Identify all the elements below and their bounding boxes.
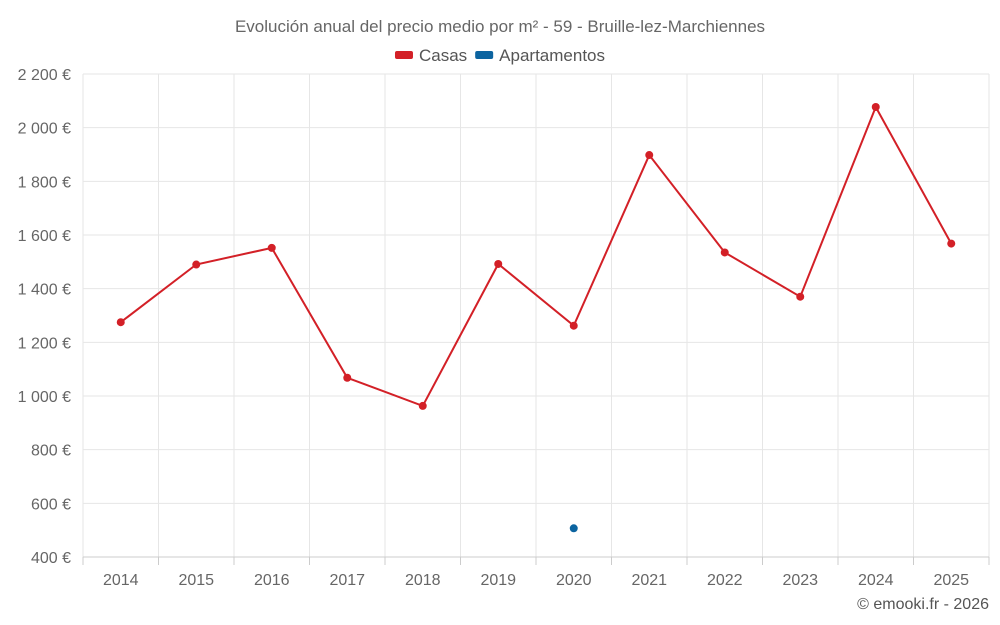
y-tick-label: 2 000 € bbox=[18, 121, 71, 138]
data-point[interactable] bbox=[569, 321, 578, 330]
chart-title: Evolución anual del precio medio por m² … bbox=[235, 17, 765, 36]
x-tick-label: 2015 bbox=[178, 572, 214, 589]
x-tick-label: 2025 bbox=[933, 572, 969, 589]
x-tick-label: 2023 bbox=[782, 572, 818, 589]
data-point[interactable] bbox=[645, 151, 654, 160]
legend-swatch bbox=[394, 51, 413, 59]
y-tick-label: 400 € bbox=[31, 550, 71, 567]
x-tick-label: 2022 bbox=[707, 572, 743, 589]
x-tick-label: 2024 bbox=[858, 572, 894, 589]
data-point[interactable] bbox=[871, 103, 880, 112]
legend-item-casas[interactable]: Casas bbox=[394, 46, 467, 65]
x-axis-tick-labels: 2014 2015 2016 2017 2018 2019 2020 2021 2022 2023… bbox=[82, 557, 990, 589]
data-point[interactable] bbox=[418, 401, 427, 410]
x-tick-label: 2019 bbox=[480, 572, 516, 589]
x-tick-label: 2020 bbox=[556, 572, 592, 589]
x-tick-label: 2017 bbox=[329, 572, 365, 589]
data-point[interactable] bbox=[947, 239, 956, 248]
y-tick-label: 1 400 € bbox=[18, 282, 71, 299]
data-point[interactable] bbox=[796, 292, 805, 301]
x-tick-label: 2021 bbox=[631, 572, 667, 589]
y-tick-label: 600 € bbox=[31, 496, 71, 513]
x-tick-label: 2014 bbox=[103, 572, 139, 589]
series-line bbox=[120, 104, 953, 408]
legend-item-apartamentos[interactable]: Apartamentos bbox=[475, 46, 605, 65]
data-point[interactable] bbox=[494, 259, 503, 268]
series-layer bbox=[116, 103, 956, 533]
credit-label: © emooki.fr - 2026 bbox=[857, 596, 989, 613]
y-tick-label: 1 800 € bbox=[18, 174, 71, 191]
legend-swatch bbox=[475, 51, 494, 59]
series-casas bbox=[116, 103, 956, 410]
y-tick-label: 1 000 € bbox=[18, 389, 71, 406]
data-point[interactable] bbox=[116, 318, 125, 327]
x-tick-label: 2018 bbox=[405, 572, 441, 589]
x-tick-label: 2016 bbox=[254, 572, 290, 589]
data-point[interactable] bbox=[720, 248, 729, 257]
data-point[interactable] bbox=[569, 524, 578, 533]
y-tick-label: 2 200 € bbox=[18, 67, 71, 84]
data-point[interactable] bbox=[192, 260, 201, 269]
legend-label: Apartamentos bbox=[499, 46, 605, 65]
series-apartamentos bbox=[569, 524, 578, 533]
legend: Casas Apartamentos bbox=[394, 46, 605, 65]
vertical-gridlines bbox=[82, 74, 990, 557]
y-tick-label: 1 200 € bbox=[18, 335, 71, 352]
data-point[interactable] bbox=[267, 243, 276, 252]
data-point[interactable] bbox=[343, 373, 352, 382]
y-tick-label: 1 600 € bbox=[18, 228, 71, 245]
legend-label: Casas bbox=[419, 46, 467, 65]
y-tick-label: 800 € bbox=[31, 443, 71, 460]
y-axis-tick-labels: 400 € 600 € 800 € 1 000 € 1 200 € 1 400 € 1 60… bbox=[18, 67, 71, 567]
